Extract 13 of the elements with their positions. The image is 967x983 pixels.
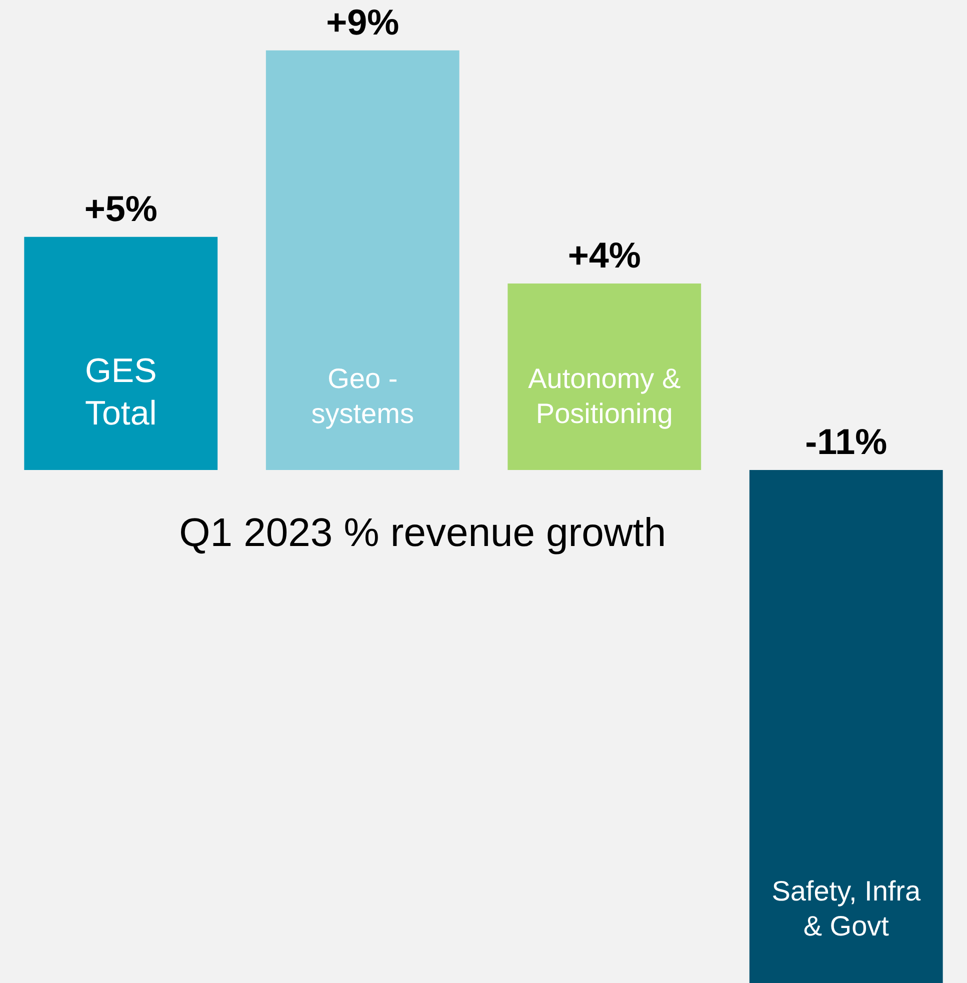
x-tick-label: Autonomy & Positioning [528, 362, 681, 429]
x-tick-label: Safety, Infra & Govt [772, 876, 921, 942]
data-label: +4% [568, 234, 641, 276]
bar [749, 470, 943, 983]
x-tick-label: GES Total [84, 352, 157, 432]
data-label: -11% [805, 420, 888, 462]
data-label: +5% [84, 188, 158, 229]
bar [24, 236, 218, 470]
x-tick-label: Geo - systems [311, 362, 414, 429]
text: Q1 2023 % revenue growth [179, 511, 666, 556]
bar [266, 50, 460, 470]
bar [508, 284, 702, 470]
data-label: +9% [326, 1, 400, 42]
